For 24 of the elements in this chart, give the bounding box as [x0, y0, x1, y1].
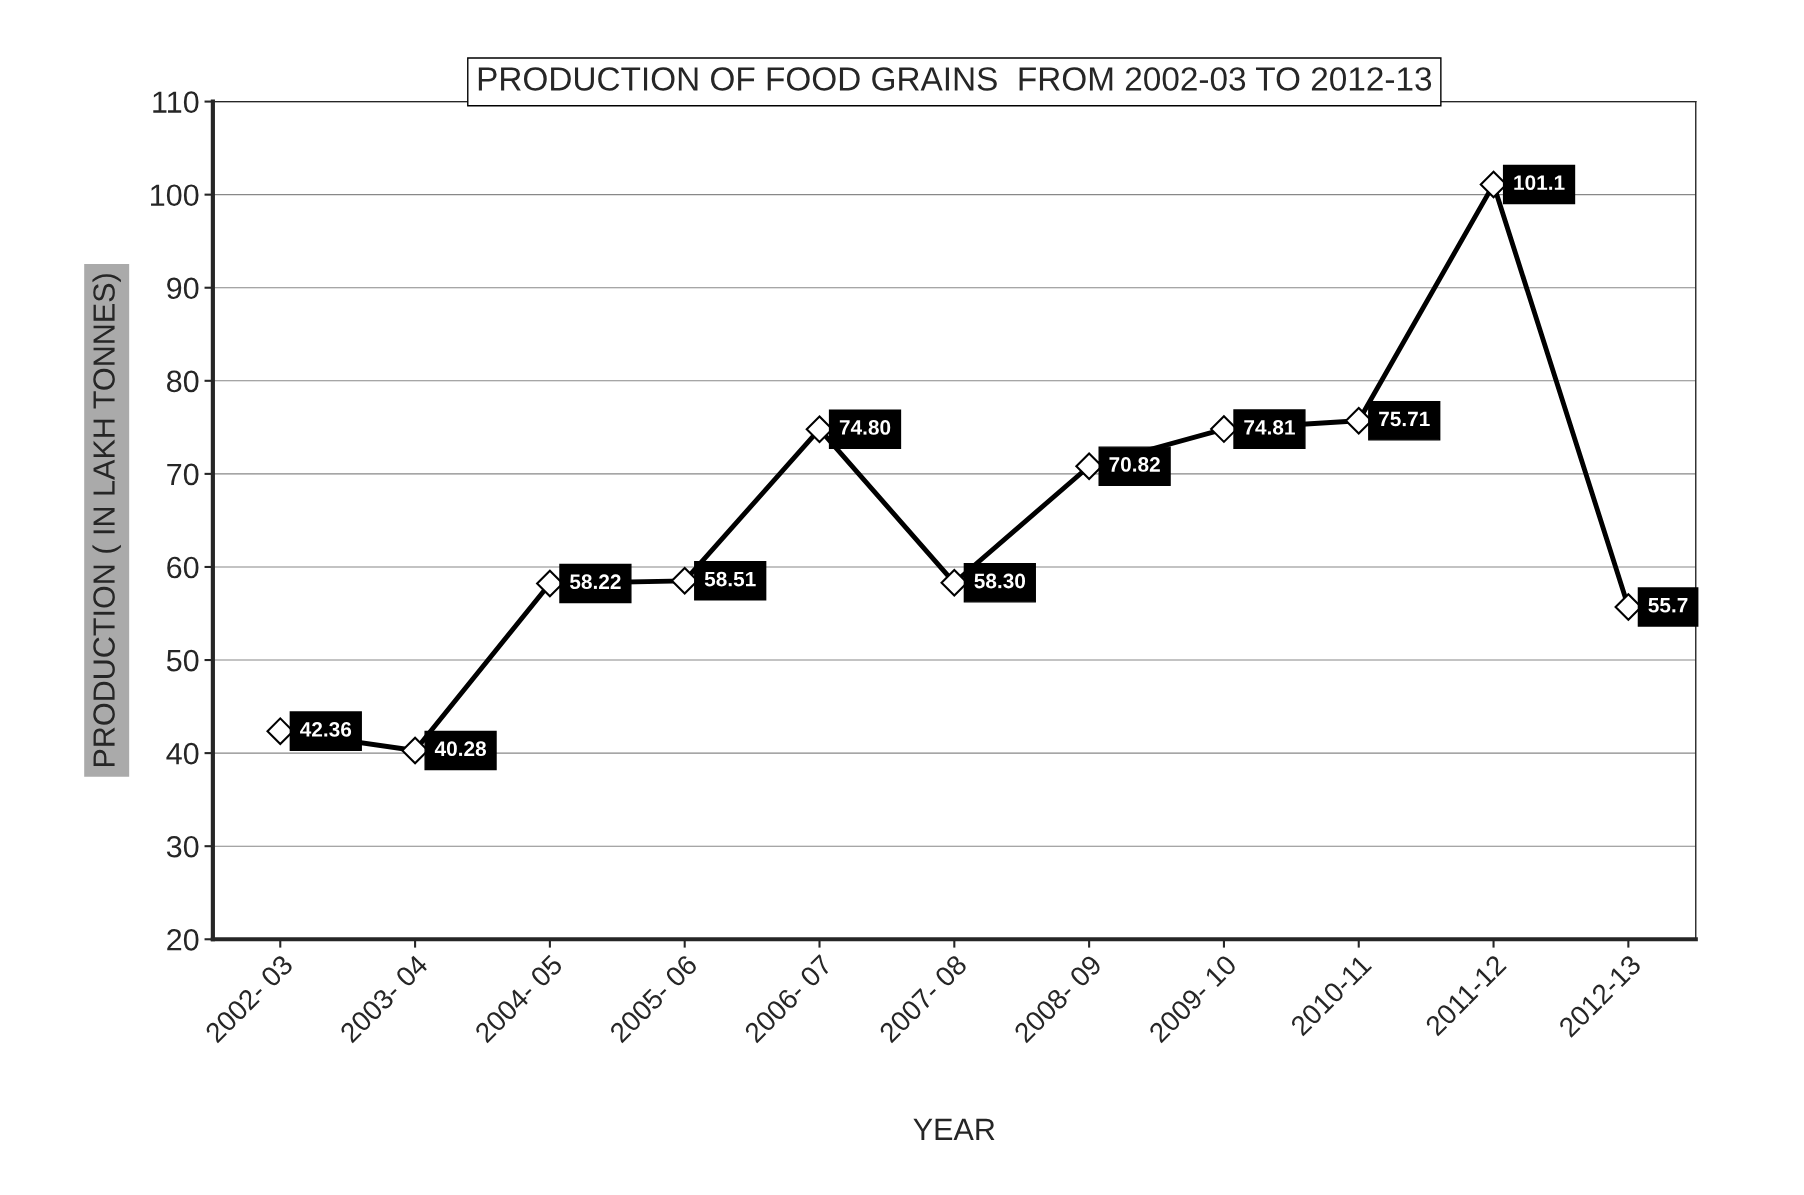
data-label: 58.22	[569, 574, 621, 590]
data-label: 75.71	[1379, 411, 1430, 427]
y-tick-label: 60	[167, 556, 199, 579]
y-tick-label: 100	[151, 184, 199, 207]
y-tick-label: 30	[166, 835, 199, 858]
y-axis-title: PRODUCTION ( IN LAKH TONNES)	[92, 274, 121, 767]
data-label: 70.82	[1109, 457, 1160, 472]
y-tick-label: 90	[167, 277, 199, 300]
y-tick-label: 110	[153, 91, 199, 113]
x-axis-title: YEAR	[913, 1118, 995, 1140]
data-label: 58.30	[974, 573, 1026, 589]
y-tick-label: 80	[167, 370, 199, 393]
y-tick-label: 40	[166, 742, 199, 765]
y-tick-label: 50	[166, 649, 199, 672]
data-label: 101.1	[1514, 175, 1565, 191]
data-label: 74.80	[839, 420, 891, 435]
y-tick-label: 70	[167, 463, 199, 486]
data-label: 55.7	[1648, 598, 1688, 613]
chart-title: PRODUCTION OF FOOD GRAINS FROM 2002-03 TO 2012-13	[478, 67, 1432, 91]
data-label: 40.28	[434, 741, 487, 757]
y-tick-label: 20	[167, 929, 199, 951]
data-label: 74.81	[1244, 419, 1295, 435]
data-label: 58.51	[704, 571, 756, 587]
data-label: 42.36	[300, 721, 352, 737]
